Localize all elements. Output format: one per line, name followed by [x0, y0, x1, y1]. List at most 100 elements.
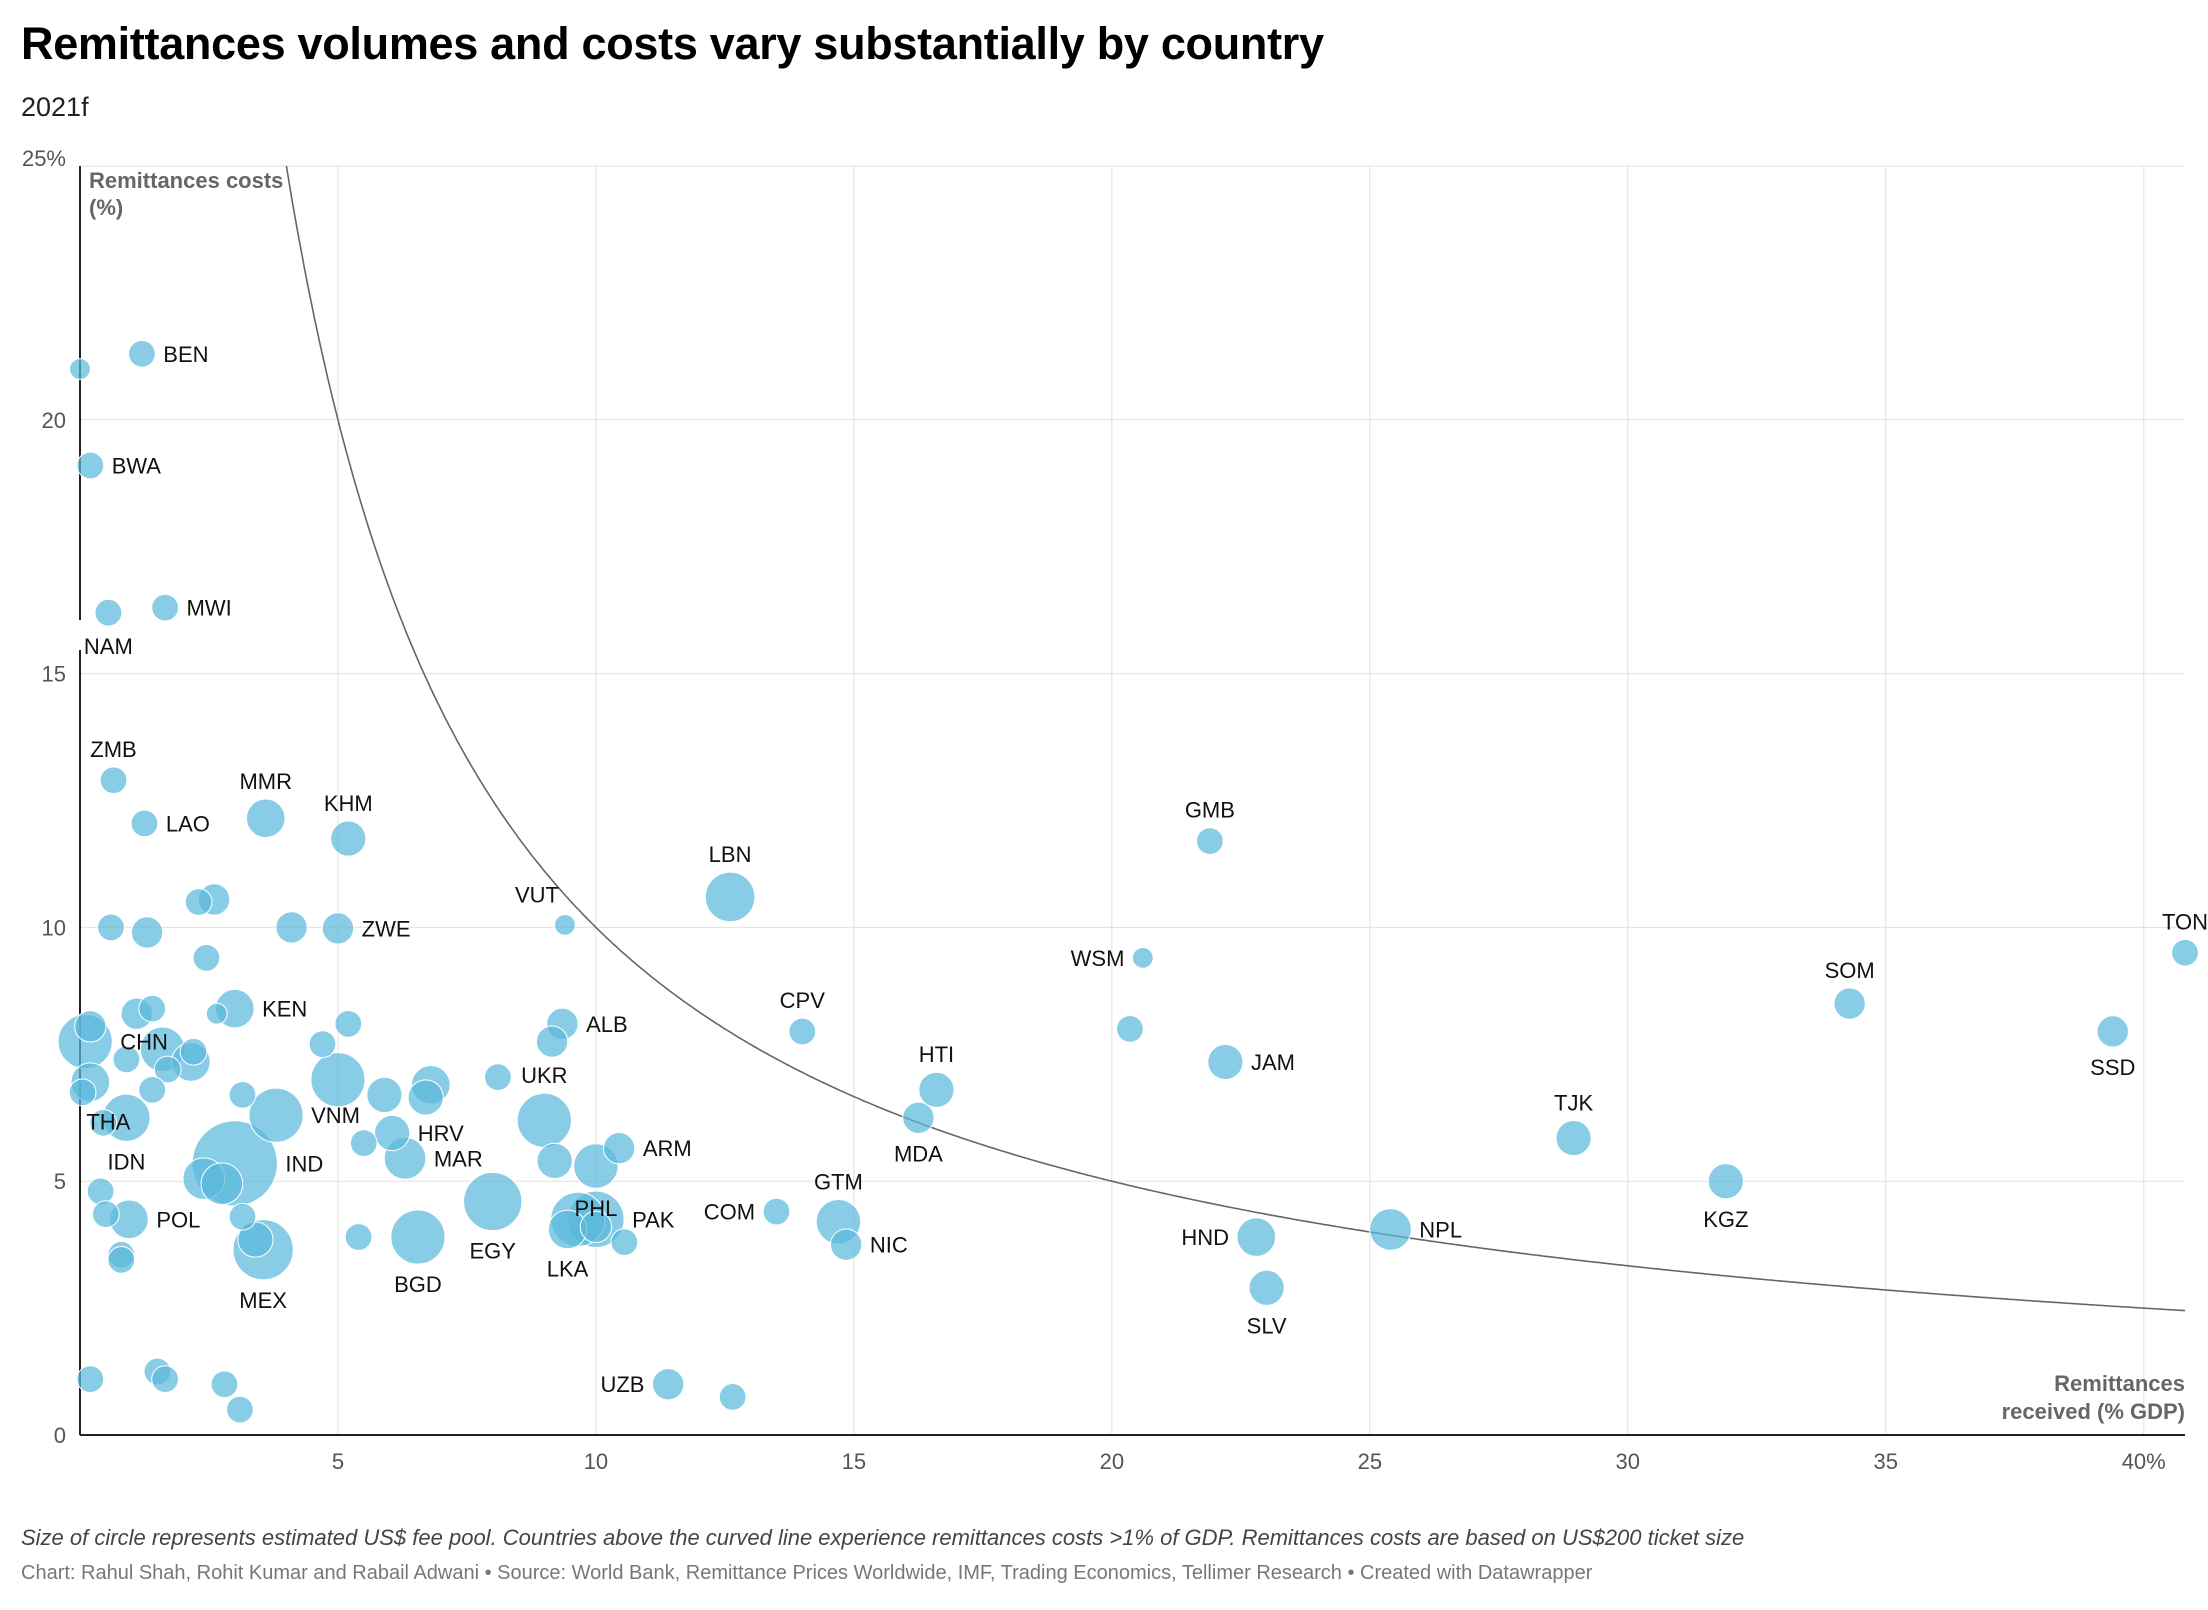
bubble-nam [94, 598, 123, 627]
bubble-lbn [704, 871, 756, 923]
label-uzb: UZB [600, 1372, 644, 1397]
label-mda: MDA [894, 1141, 943, 1166]
label-zwe: ZWE [362, 916, 411, 941]
bubble-unlabeled [366, 1076, 403, 1114]
label-pol: POL [156, 1207, 200, 1232]
bubble-unlabeled [308, 1030, 337, 1059]
scatter-chart: 5 10 15 20 25 30 35 40% 0 5 10 15 20 25% BEN BWA MWI NAM… [22, 146, 2208, 1474]
bubble-unlabeled [138, 994, 167, 1023]
bubble-ssd [2096, 1015, 2129, 1048]
reference-curve [285, 165, 2186, 1312]
label-hnd: HND [1181, 1225, 1229, 1250]
label-ssd: SSD [2090, 1055, 2135, 1080]
label-egy: EGY [470, 1239, 517, 1264]
bubble-hrv [374, 1114, 411, 1152]
x-axis-title-line1: Remittances [2054, 1371, 2185, 1396]
bubble-hnd [1236, 1217, 1277, 1257]
label-ton: TON [2162, 909, 2208, 934]
label-ken: KEN [262, 997, 307, 1022]
bubble-unlabeled [310, 1052, 366, 1108]
bubble-mwi [151, 593, 180, 622]
x-axis-title-line2: received (% GDP) [2002, 1399, 2185, 1424]
bubble-unlabeled [138, 1075, 167, 1104]
bubble-npl [1369, 1208, 1412, 1251]
label-com: COM [704, 1200, 755, 1225]
label-slv: SLV [1247, 1313, 1287, 1338]
bubble-unlabeled [407, 1079, 444, 1116]
bubble-khm [330, 820, 367, 857]
bubble-lao [130, 809, 159, 838]
label-pak: PAK [632, 1207, 675, 1232]
chart-subtitle: 2021f [21, 92, 89, 122]
bubble-hti [918, 1071, 955, 1108]
bubble-unlabeled [237, 1221, 274, 1258]
bubble-unlabeled [1116, 1015, 1144, 1043]
bubble-unlabeled [89, 1108, 118, 1137]
x-tick-label: 15 [842, 1449, 866, 1474]
label-lao: LAO [166, 811, 210, 836]
bubble-tjk [1555, 1119, 1592, 1157]
y-tick-label: 10 [42, 915, 66, 940]
label-cpv: CPV [780, 988, 826, 1013]
bubble-unlabeled [86, 1177, 115, 1206]
label-vut: VUT [515, 882, 559, 907]
bubble-unlabeled [192, 943, 221, 972]
label-mmr: MMR [239, 769, 292, 794]
bubble-unlabeled [97, 913, 125, 942]
bubble-unlabeled [151, 1365, 180, 1394]
bubble-egy [463, 1171, 523, 1232]
label-phl: PHL [575, 1196, 618, 1221]
bubble-bgd [390, 1209, 446, 1265]
bubble-kgz [1707, 1163, 1744, 1200]
bubble-som [1833, 987, 1866, 1020]
y-tick-label: 0 [54, 1423, 66, 1448]
bubble-unlabeled [112, 1045, 141, 1074]
bubble-unlabeled [275, 911, 308, 944]
label-ukr: UKR [521, 1063, 567, 1088]
bubble-unlabeled [130, 916, 164, 949]
bubble-mda [902, 1101, 935, 1134]
bubble-unlabeled [579, 1210, 613, 1244]
label-nic: NIC [870, 1233, 908, 1258]
y-tick-label: 15 [42, 662, 66, 687]
tick-labels: 5 10 15 20 25 30 35 40% 0 5 10 15 20 25% [22, 146, 2166, 1474]
bubbles [57, 339, 2199, 1424]
bubble-unlabeled [718, 1383, 747, 1411]
bubble-unlabeled [91, 1200, 120, 1229]
label-arm: ARM [643, 1136, 692, 1161]
bubble-unlabeled [226, 1395, 254, 1424]
label-mwi: MWI [187, 596, 232, 621]
label-tjk: TJK [1554, 1090, 1593, 1115]
label-vnm: VNM [311, 1103, 360, 1128]
bubble-unlabeled [107, 1245, 136, 1274]
label-gtm: GTM [814, 1170, 863, 1195]
label-som: SOM [1825, 958, 1875, 983]
bubble-zwe [321, 912, 355, 945]
label-bwa: BWA [112, 453, 162, 478]
bubble-labels: BEN BWA MWI NAM ZMB LAO MMR KHM GMB LBN VUT ZWE WSM T… [84, 342, 2208, 1397]
bubble-unlabeled [536, 1142, 573, 1179]
axis-titles: Remittances costs (%) Remittances receiv… [89, 168, 2185, 1424]
x-tick-label: 5 [332, 1449, 344, 1474]
grid-lines [80, 165, 2185, 1435]
bubble-uzb [651, 1368, 685, 1401]
bubble-unlabeled [76, 1365, 105, 1394]
label-jam: JAM [1251, 1050, 1295, 1075]
label-hti: HTI [919, 1042, 954, 1067]
bubble-gmb [1196, 827, 1224, 855]
label-npl: NPL [1419, 1217, 1462, 1242]
bubble-wsm [1131, 946, 1154, 969]
bubble-unlabeled [610, 1228, 639, 1256]
bubble-unlabeled [344, 1223, 373, 1251]
bubble-zmb [99, 766, 128, 795]
label-zmb: ZMB [90, 737, 136, 762]
bubble-mmr [245, 798, 286, 839]
chart-credits: Chart: Rahul Shah, Rohit Kumar and Rabai… [21, 1562, 1593, 1584]
y-axis-title-line2: (%) [89, 195, 123, 220]
label-bgd: BGD [394, 1272, 442, 1297]
chart-note: Size of circle represents estimated US$ … [21, 1525, 1745, 1550]
y-tick-label: 5 [54, 1169, 66, 1194]
label-mex: MEX [239, 1288, 287, 1313]
bubble-vut [554, 913, 576, 936]
label-lka: LKA [547, 1257, 589, 1282]
